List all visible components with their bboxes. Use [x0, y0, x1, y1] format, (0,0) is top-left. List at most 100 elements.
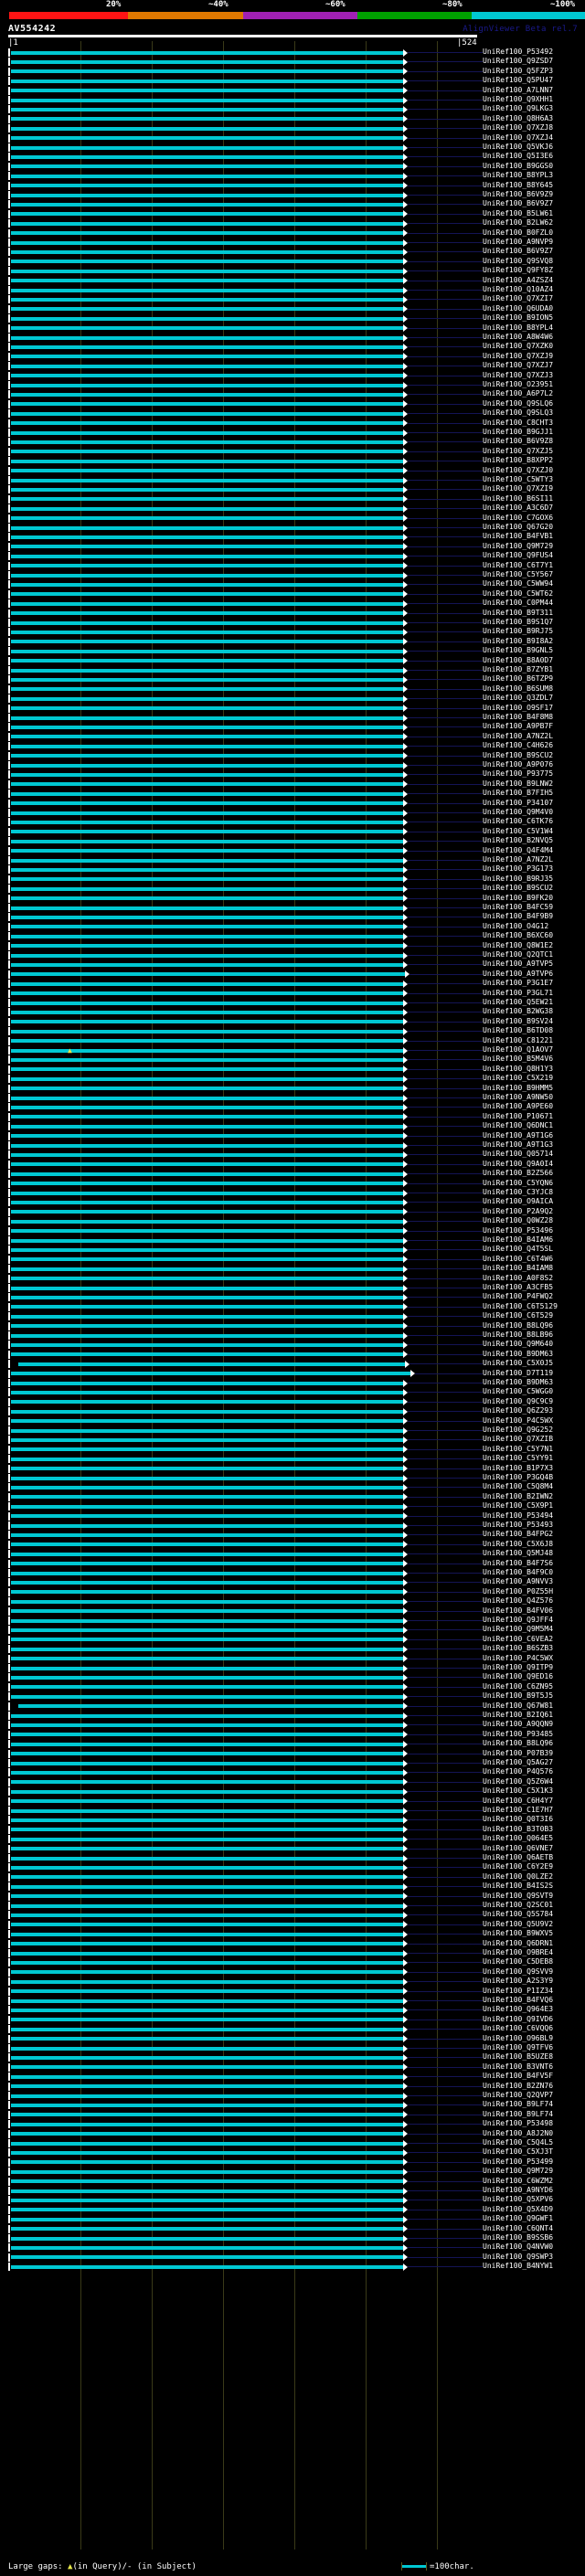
alignment-hit-row[interactable]: UniRef100_B8A0D7: [0, 656, 585, 666]
hsp-bar[interactable]: [11, 1752, 403, 1756]
alignment-hit-row[interactable]: UniRef100_B4F8M8: [0, 713, 585, 723]
alignment-hit-row[interactable]: UniRef100_B6SI11: [0, 494, 585, 504]
alignment-hit-row[interactable]: UniRef100_Q9SWP3: [0, 2253, 585, 2263]
hit-accession-label[interactable]: UniRef100_P1IZ34: [483, 1986, 554, 1995]
hit-accession-label[interactable]: UniRef100_P3G1E7: [483, 979, 554, 988]
hit-accession-label[interactable]: UniRef100_Q8H6A3: [483, 113, 554, 122]
hit-accession-label[interactable]: UniRef100_Q5XPV6: [483, 2195, 554, 2204]
alignment-hit-row[interactable]: UniRef100_P4C5WX: [0, 1654, 585, 1664]
alignment-hit-row[interactable]: UniRef100_P53493: [0, 1521, 585, 1531]
hsp-bar[interactable]: [11, 2236, 403, 2241]
alignment-hit-row[interactable]: UniRef100_Q6VNE7: [0, 1844, 585, 1854]
hsp-bar[interactable]: [11, 754, 403, 758]
alignment-hit-row[interactable]: UniRef100_Q67G20: [0, 523, 585, 533]
hit-accession-label[interactable]: UniRef100_B6V9Z7: [483, 199, 554, 208]
alignment-hit-row[interactable]: UniRef100_Q5Z6W4: [0, 1777, 585, 1787]
hit-accession-label[interactable]: UniRef100_P4FWQ2: [483, 1292, 554, 1301]
hit-accession-label[interactable]: UniRef100_B6TD08: [483, 1026, 554, 1035]
hit-accession-label[interactable]: UniRef100_B9GJJ1: [483, 428, 554, 436]
hit-accession-label[interactable]: UniRef100_Q9SVQ8: [483, 256, 554, 265]
hsp-bar[interactable]: [11, 1210, 403, 1214]
hit-accession-label[interactable]: UniRef100_P4C5WX: [483, 1415, 554, 1425]
hsp-bar[interactable]: [11, 126, 403, 131]
hsp-bar[interactable]: [11, 2122, 403, 2126]
alignment-hit-row[interactable]: UniRef100_C5WT62: [0, 589, 585, 599]
hsp-bar[interactable]: [11, 706, 403, 711]
hsp-bar[interactable]: [11, 2208, 403, 2212]
hsp-bar[interactable]: [11, 2132, 403, 2136]
hit-accession-label[interactable]: UniRef100_B8LQ96: [483, 1320, 554, 1330]
alignment-hit-row[interactable]: UniRef100_A9PE60: [0, 1102, 585, 1112]
hit-accession-label[interactable]: UniRef100_C6ZN95: [483, 1681, 554, 1691]
hsp-bar[interactable]: [11, 2055, 403, 2060]
hit-accession-label[interactable]: UniRef100_B1P7X3: [483, 1463, 554, 1472]
alignment-hit-row[interactable]: UniRef100_Q2SC01: [0, 1901, 585, 1911]
hit-accession-label[interactable]: UniRef100_B9I8A2: [483, 636, 554, 645]
hsp-bar[interactable]: [11, 830, 403, 834]
hsp-bar[interactable]: [11, 687, 403, 692]
alignment-hit-row[interactable]: UniRef100_B4IAM8: [0, 1264, 585, 1274]
hsp-bar[interactable]: [11, 1010, 403, 1014]
alignment-hit-row[interactable]: UniRef100_Q67W81: [0, 1701, 585, 1712]
alignment-hit-row[interactable]: UniRef100_A3CFB5: [0, 1283, 585, 1293]
hsp-bar[interactable]: [11, 1467, 403, 1471]
hsp-bar[interactable]: [11, 2227, 403, 2231]
hsp-bar[interactable]: [11, 1542, 403, 1547]
hit-accession-label[interactable]: UniRef100_B9RJ75: [483, 627, 554, 636]
hsp-bar[interactable]: [11, 1324, 403, 1329]
hsp-bar[interactable]: [11, 1998, 403, 2003]
alignment-hit-row[interactable]: UniRef100_Q4NVW0: [0, 2242, 585, 2253]
hit-accession-label[interactable]: UniRef100_Q5I3E6: [483, 152, 554, 161]
hit-accession-label[interactable]: UniRef100_Q7XZJ9: [483, 351, 554, 360]
hsp-bar[interactable]: [11, 839, 403, 843]
hit-accession-label[interactable]: UniRef100_Q4T5SL: [483, 1245, 554, 1254]
hsp-bar[interactable]: [11, 1238, 403, 1243]
alignment-hit-row[interactable]: UniRef100_B6TZP9: [0, 674, 585, 684]
hit-accession-label[interactable]: UniRef100_B9DM63: [483, 1349, 554, 1358]
hit-accession-label[interactable]: UniRef100_Q9G252: [483, 1426, 554, 1434]
alignment-hit-row[interactable]: UniRef100_Q5FZP3: [0, 67, 585, 77]
hit-accession-label[interactable]: UniRef100_Q3ZDL7: [483, 694, 554, 703]
hsp-bar[interactable]: [11, 1076, 403, 1081]
hit-accession-label[interactable]: UniRef100_B2LW62: [483, 218, 554, 228]
alignment-hit-row[interactable]: UniRef100_B9GJJ1: [0, 428, 585, 438]
alignment-hit-row[interactable]: UniRef100_P93775: [0, 769, 585, 779]
alignment-hit-row[interactable]: UniRef100_Q0LZE2: [0, 1872, 585, 1882]
alignment-hit-row[interactable]: UniRef100_A4ZSZ4: [0, 276, 585, 286]
alignment-hit-row[interactable]: UniRef100_B8YPL4: [0, 323, 585, 334]
alignment-hit-row[interactable]: UniRef100_C6VQQ6: [0, 2024, 585, 2034]
hit-accession-label[interactable]: UniRef100_Q6UDA0: [483, 303, 554, 313]
hit-accession-label[interactable]: UniRef100_Q4Z576: [483, 1596, 554, 1606]
alignment-hit-row[interactable]: UniRef100_A9TVP5: [0, 959, 585, 970]
hsp-bar[interactable]: [11, 1666, 403, 1670]
hsp-bar[interactable]: [11, 1609, 403, 1614]
hsp-bar[interactable]: [11, 1979, 403, 1984]
alignment-hit-row[interactable]: UniRef100_B2IQ61: [0, 1711, 585, 1721]
hit-accession-label[interactable]: UniRef100_Q1AOV7: [483, 1045, 554, 1054]
hit-accession-label[interactable]: UniRef100_B6XC60: [483, 931, 554, 940]
hsp-bar[interactable]: [11, 231, 403, 236]
alignment-hit-row[interactable]: UniRef100_A9NYD6: [0, 2186, 585, 2196]
hit-accession-label[interactable]: UniRef100_Q9ZSD7: [483, 57, 554, 66]
hsp-bar[interactable]: [11, 1314, 403, 1319]
alignment-hit-row[interactable]: UniRef100_B6V9Z7: [0, 199, 585, 209]
alignment-hit-row[interactable]: UniRef100_C6T7Y1: [0, 561, 585, 571]
hit-accession-label[interactable]: UniRef100_Q9A0I4: [483, 1159, 554, 1168]
hsp-bar[interactable]: [11, 630, 403, 634]
alignment-hit-row[interactable]: UniRef100_Q7XZJ0: [0, 466, 585, 476]
hit-accession-label[interactable]: UniRef100_B4F8M8: [483, 713, 554, 721]
hit-accession-label[interactable]: UniRef100_Q8H1Y3: [483, 1064, 554, 1073]
hsp-bar[interactable]: [11, 725, 403, 729]
hsp-bar[interactable]: [11, 421, 403, 426]
hsp-bar[interactable]: [11, 2217, 403, 2221]
hit-accession-label[interactable]: UniRef100_Q4NVW0: [483, 2242, 554, 2252]
hsp-bar[interactable]: [11, 1818, 403, 1822]
hsp-bar[interactable]: [11, 716, 403, 720]
alignment-hit-row[interactable]: UniRef100_Q05714: [0, 1150, 585, 1160]
hsp-bar[interactable]: [11, 335, 403, 340]
hit-accession-label[interactable]: UniRef100_Q5MJ48: [483, 1549, 554, 1558]
alignment-hit-row[interactable]: UniRef100_Q6UDA0: [0, 303, 585, 314]
hsp-bar[interactable]: [11, 1029, 403, 1034]
alignment-hit-row[interactable]: UniRef100_A9QQN9: [0, 1720, 585, 1730]
alignment-hit-row[interactable]: UniRef100_Q10AZ4: [0, 285, 585, 295]
